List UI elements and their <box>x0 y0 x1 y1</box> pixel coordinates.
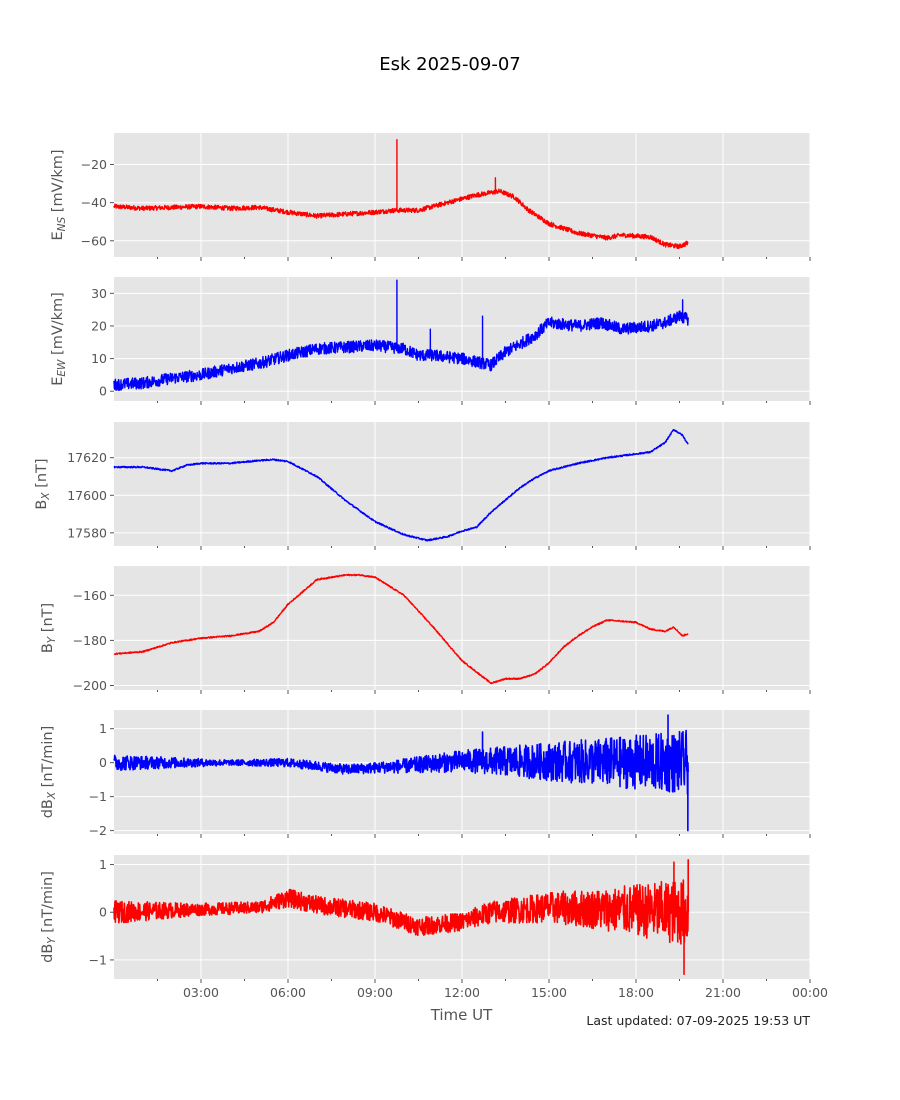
y-axis-label-dby: dBY [nT/min] <box>40 871 58 963</box>
series-line-dbx <box>113 714 689 832</box>
y-tick-label: −20 <box>81 157 107 172</box>
panel-dbx: −2 −1 0 1 dBX [nT/min] <box>40 710 811 838</box>
y-tick-label: 0 <box>99 905 107 920</box>
figure-title: Esk 2025-09-07 <box>379 54 521 75</box>
series-line-dby <box>113 858 690 976</box>
y-axis-label-eew: EEW [mV/km] <box>50 292 68 386</box>
y-axis-label-dbx: dBX [nT/min] <box>40 726 58 819</box>
y-tick-label: 30 <box>91 286 107 301</box>
y-tick-label: −1 <box>89 789 107 804</box>
panel-eew: 0 10 20 30 EEW [mV/km] <box>50 277 811 405</box>
x-axis-label: Time UT <box>430 1006 493 1024</box>
panel-bx: 17580 17600 17620 BX [nT] <box>34 422 811 550</box>
x-tick-label: 18:00 <box>618 985 654 1000</box>
x-tick-label: 15:00 <box>531 985 567 1000</box>
x-tick-label: 21:00 <box>705 985 741 1000</box>
y-tick-label: −180 <box>73 633 107 648</box>
x-tick-label: 03:00 <box>183 985 219 1000</box>
x-tick-label: 06:00 <box>270 985 306 1000</box>
x-tick-label: 09:00 <box>357 985 393 1000</box>
y-tick-label: −40 <box>81 195 107 210</box>
y-tick-label: 17580 <box>67 525 107 540</box>
last-updated-text: Last updated: 07-09-2025 19:53 UT <box>586 1013 810 1028</box>
x-tick-label: 00:00 <box>792 985 828 1000</box>
x-tick-label: 12:00 <box>444 985 480 1000</box>
series-line-ens <box>113 138 689 250</box>
y-tick-label: −60 <box>81 233 107 248</box>
y-axis-label-ens: ENS [mV/km] <box>50 149 68 240</box>
y-axis-label-by: BY [nT] <box>40 603 58 653</box>
y-axis-label-bx: BX [nT] <box>34 458 52 509</box>
y-tick-label: −160 <box>73 588 107 603</box>
panel-by: −200 −180 −160 BY [nT] <box>40 566 811 694</box>
y-tick-label: 1 <box>99 857 107 872</box>
series-line-bx <box>113 428 689 542</box>
series-line-by <box>113 573 689 685</box>
y-tick-label: 20 <box>91 318 107 333</box>
y-tick-label: 17620 <box>67 450 107 465</box>
panel-dby: −1 0 1 dBY [nT/min] <box>40 855 811 983</box>
y-tick-label: −2 <box>89 823 107 838</box>
y-tick-label: 0 <box>99 384 107 399</box>
y-tick-label: 0 <box>99 755 107 770</box>
panel-ens: −60 −40 −20 ENS [mV/km] <box>50 133 811 261</box>
y-tick-label: 17600 <box>67 488 107 503</box>
y-tick-label: −1 <box>89 952 107 967</box>
series-line-eew <box>113 279 689 392</box>
y-tick-label: −200 <box>73 678 107 693</box>
y-tick-label: 1 <box>99 721 107 736</box>
y-tick-label: 10 <box>91 351 107 366</box>
